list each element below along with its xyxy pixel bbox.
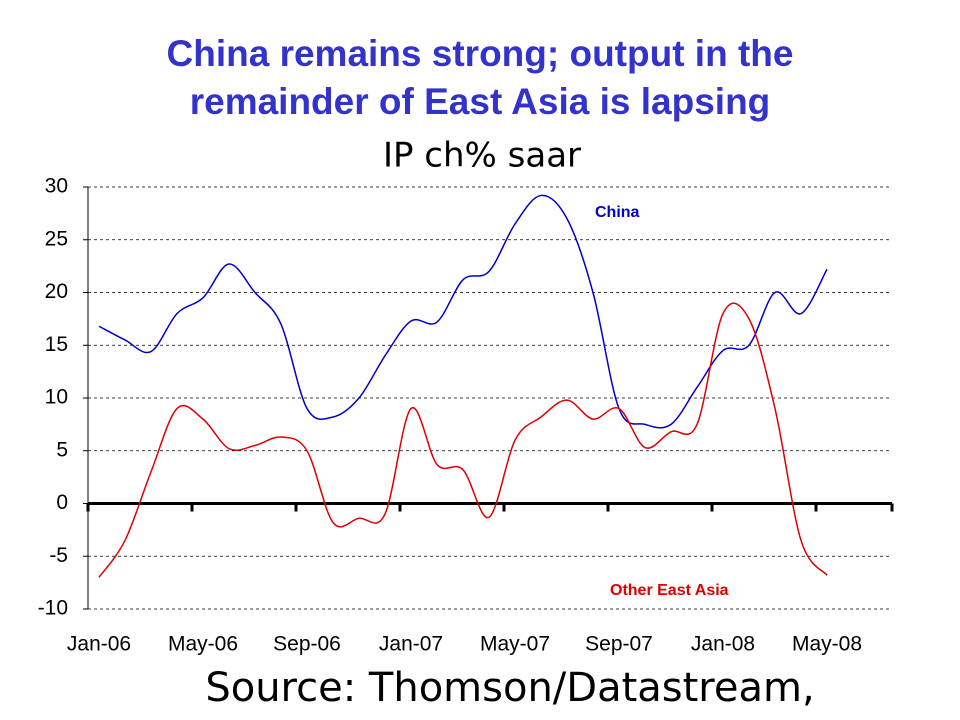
- x-tick-label: May-08: [792, 633, 862, 656]
- y-tick-label: 25: [45, 227, 68, 250]
- x-tick-label: May-07: [480, 633, 550, 656]
- series-label: China: [595, 204, 640, 221]
- x-tick-label: Sep-06: [273, 633, 341, 656]
- series-label: Other East Asia: [610, 582, 729, 599]
- series-line: [98, 194, 828, 429]
- y-tick-label: 30: [45, 175, 68, 198]
- x-tick-label: Sep-07: [585, 633, 653, 656]
- y-tick-label: 10: [45, 386, 68, 409]
- y-tick-label: -5: [49, 544, 68, 567]
- y-tick-label: 20: [45, 280, 68, 303]
- chart-subtitle: IP ch% saar: [383, 136, 581, 176]
- y-tick-label: 15: [45, 333, 68, 356]
- x-tick-label: Jan-08: [691, 633, 755, 656]
- y-tick-label: 0: [56, 491, 68, 514]
- y-tick-label: 5: [56, 438, 68, 461]
- y-tick-label: -10: [38, 597, 68, 620]
- x-tick-label: Jan-06: [67, 633, 131, 656]
- source-note: Source: Thomson/Datastream,: [205, 665, 814, 711]
- series-line: [98, 302, 828, 578]
- chart-title: China remains strong; output in the: [167, 33, 794, 74]
- chart-title: remainder of East Asia is lapsing: [190, 81, 771, 122]
- x-tick-label: Jan-07: [379, 633, 443, 656]
- x-tick-label: May-06: [168, 633, 238, 656]
